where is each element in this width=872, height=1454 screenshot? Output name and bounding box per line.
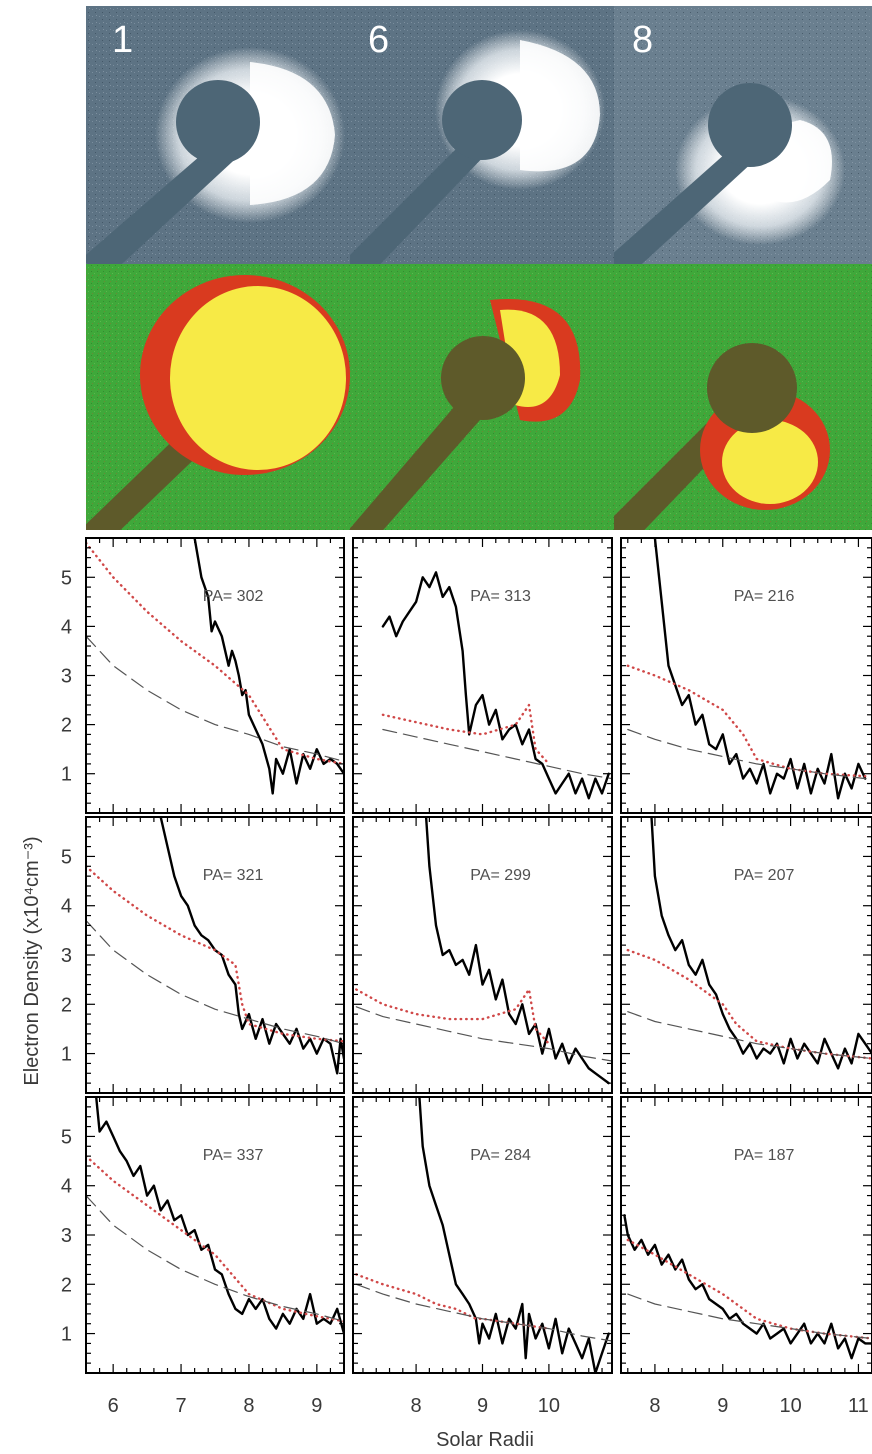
panel-series bbox=[381, 571, 612, 800]
position-angle-label: PA= 284 bbox=[470, 1147, 531, 1164]
x-tick-label: 10 bbox=[779, 1395, 801, 1417]
x-tick-label: 8 bbox=[649, 1395, 660, 1417]
y-tick-label: 3 bbox=[61, 945, 72, 967]
position-angle-label: PA= 207 bbox=[734, 867, 795, 884]
x-axis-title: Solar Radii bbox=[436, 1429, 534, 1451]
y-tick-label: 1 bbox=[61, 764, 72, 786]
density-panel-4: 1 2 3 4 5 PA= 321 bbox=[61, 816, 345, 1094]
series-line-dashed bbox=[355, 1283, 612, 1342]
x-tick-label: 8 bbox=[243, 1395, 254, 1417]
series-line-dotted bbox=[381, 703, 551, 766]
image-label-1: 1 bbox=[112, 19, 133, 61]
panel-series bbox=[626, 817, 872, 1070]
series-line-solid bbox=[623, 1214, 872, 1360]
x-tick-label: 9 bbox=[311, 1395, 322, 1417]
density-panel-7: 1 2 3 4 5 6 7 8 9 PA= 337 bbox=[61, 1096, 345, 1417]
x-tick-label: 6 bbox=[108, 1395, 119, 1417]
y-tick-label: 5 bbox=[61, 846, 72, 868]
y-tick-label: 1 bbox=[61, 1044, 72, 1066]
panel-series bbox=[626, 538, 867, 800]
y-axis-title: Electron Density (x10⁴cm⁻³) bbox=[21, 836, 43, 1085]
series-line-dotted bbox=[355, 988, 551, 1045]
series-line-dashed bbox=[627, 728, 866, 780]
x-tick-label: 9 bbox=[717, 1395, 728, 1417]
density-panel-1: 1 2 3 4 5 PA= 302 bbox=[61, 537, 345, 814]
series-line-dashed bbox=[86, 635, 344, 763]
x-tick-label: 9 bbox=[477, 1395, 488, 1417]
y-tick-label: 5 bbox=[61, 1126, 72, 1148]
difference-image-6 bbox=[350, 264, 614, 530]
panel-frame bbox=[620, 816, 872, 1094]
y-tick-label: 5 bbox=[61, 567, 72, 589]
series-line-solid bbox=[424, 817, 610, 1085]
coronagraph-image-8 bbox=[614, 6, 872, 264]
panel-series bbox=[623, 1214, 872, 1360]
panel-series bbox=[86, 1097, 344, 1335]
series-line-solid bbox=[159, 817, 344, 1075]
y-tick-label: 4 bbox=[61, 896, 72, 918]
density-panel-3: PA= 216 bbox=[620, 537, 872, 814]
series-line-dashed bbox=[355, 1006, 612, 1062]
density-panel-9: 8 9 10 11 PA= 187 bbox=[620, 1096, 872, 1417]
coronagraph-image-6 bbox=[350, 6, 614, 264]
y-tick-label: 4 bbox=[61, 1176, 72, 1198]
x-tick-label: 11 bbox=[848, 1395, 869, 1417]
series-line-solid bbox=[653, 538, 867, 800]
series-line-solid bbox=[650, 817, 872, 1070]
series-line-dashed bbox=[627, 1011, 872, 1060]
x-tick-label: 10 bbox=[538, 1395, 560, 1417]
density-panel-8: 8 9 10 PA= 284 bbox=[352, 1096, 613, 1417]
density-panel-5: PA= 299 bbox=[352, 816, 613, 1094]
y-tick-label: 3 bbox=[61, 1225, 72, 1247]
series-line-dotted bbox=[626, 664, 867, 778]
position-angle-label: PA= 216 bbox=[734, 588, 795, 605]
series-line-dashed bbox=[627, 1293, 872, 1340]
density-plot-grid: 1 2 3 4 5 PA= 302 PA= 313 PA= 216 1 2 3 4 5 PA= 321 PA… bbox=[61, 537, 872, 1417]
y-tick-label: 1 bbox=[61, 1324, 72, 1346]
position-angle-label: PA= 313 bbox=[470, 588, 531, 605]
difference-image-1 bbox=[86, 264, 350, 530]
panel-series bbox=[355, 817, 612, 1085]
series-line-dotted bbox=[355, 1273, 551, 1330]
series-line-dotted bbox=[86, 541, 344, 766]
panel-frame bbox=[85, 537, 345, 814]
position-angle-label: PA= 321 bbox=[203, 867, 264, 884]
y-tick-label: 3 bbox=[61, 666, 72, 688]
x-tick-label: 8 bbox=[411, 1395, 422, 1417]
series-line-dotted bbox=[626, 1238, 872, 1340]
position-angle-label: PA= 187 bbox=[734, 1147, 795, 1164]
panel-frame bbox=[85, 1096, 345, 1374]
y-tick-label: 4 bbox=[61, 616, 72, 638]
image-label-8: 8 bbox=[632, 19, 653, 61]
panel-frame bbox=[352, 1096, 613, 1374]
density-panel-2: PA= 313 bbox=[352, 537, 613, 814]
image-label-6: 6 bbox=[368, 19, 389, 61]
series-line-dashed bbox=[86, 1194, 344, 1322]
series-line-dashed bbox=[86, 919, 344, 1045]
panel-frame bbox=[85, 816, 345, 1094]
series-line-dotted bbox=[86, 1154, 344, 1323]
difference-image-8 bbox=[614, 264, 872, 530]
series-line-solid bbox=[381, 571, 610, 800]
position-angle-label: PA= 299 bbox=[470, 867, 531, 884]
position-angle-label: PA= 302 bbox=[203, 588, 264, 605]
series-line-solid bbox=[418, 1097, 610, 1373]
y-tick-label: 2 bbox=[61, 715, 72, 737]
panel-series bbox=[86, 817, 344, 1075]
series-line-solid bbox=[94, 1097, 344, 1335]
y-tick-label: 2 bbox=[61, 1274, 72, 1296]
y-tick-label: 2 bbox=[61, 994, 72, 1016]
coronagraph-image-1 bbox=[86, 6, 350, 264]
series-line-dashed bbox=[382, 728, 612, 780]
position-angle-label: PA= 337 bbox=[203, 1147, 264, 1164]
series-line-dotted bbox=[86, 865, 344, 1043]
x-tick-label: 7 bbox=[175, 1395, 186, 1417]
density-panel-6: PA= 207 bbox=[620, 816, 872, 1094]
panel-series bbox=[86, 538, 344, 795]
series-line-solid bbox=[193, 538, 344, 795]
panel-series bbox=[355, 1097, 612, 1373]
